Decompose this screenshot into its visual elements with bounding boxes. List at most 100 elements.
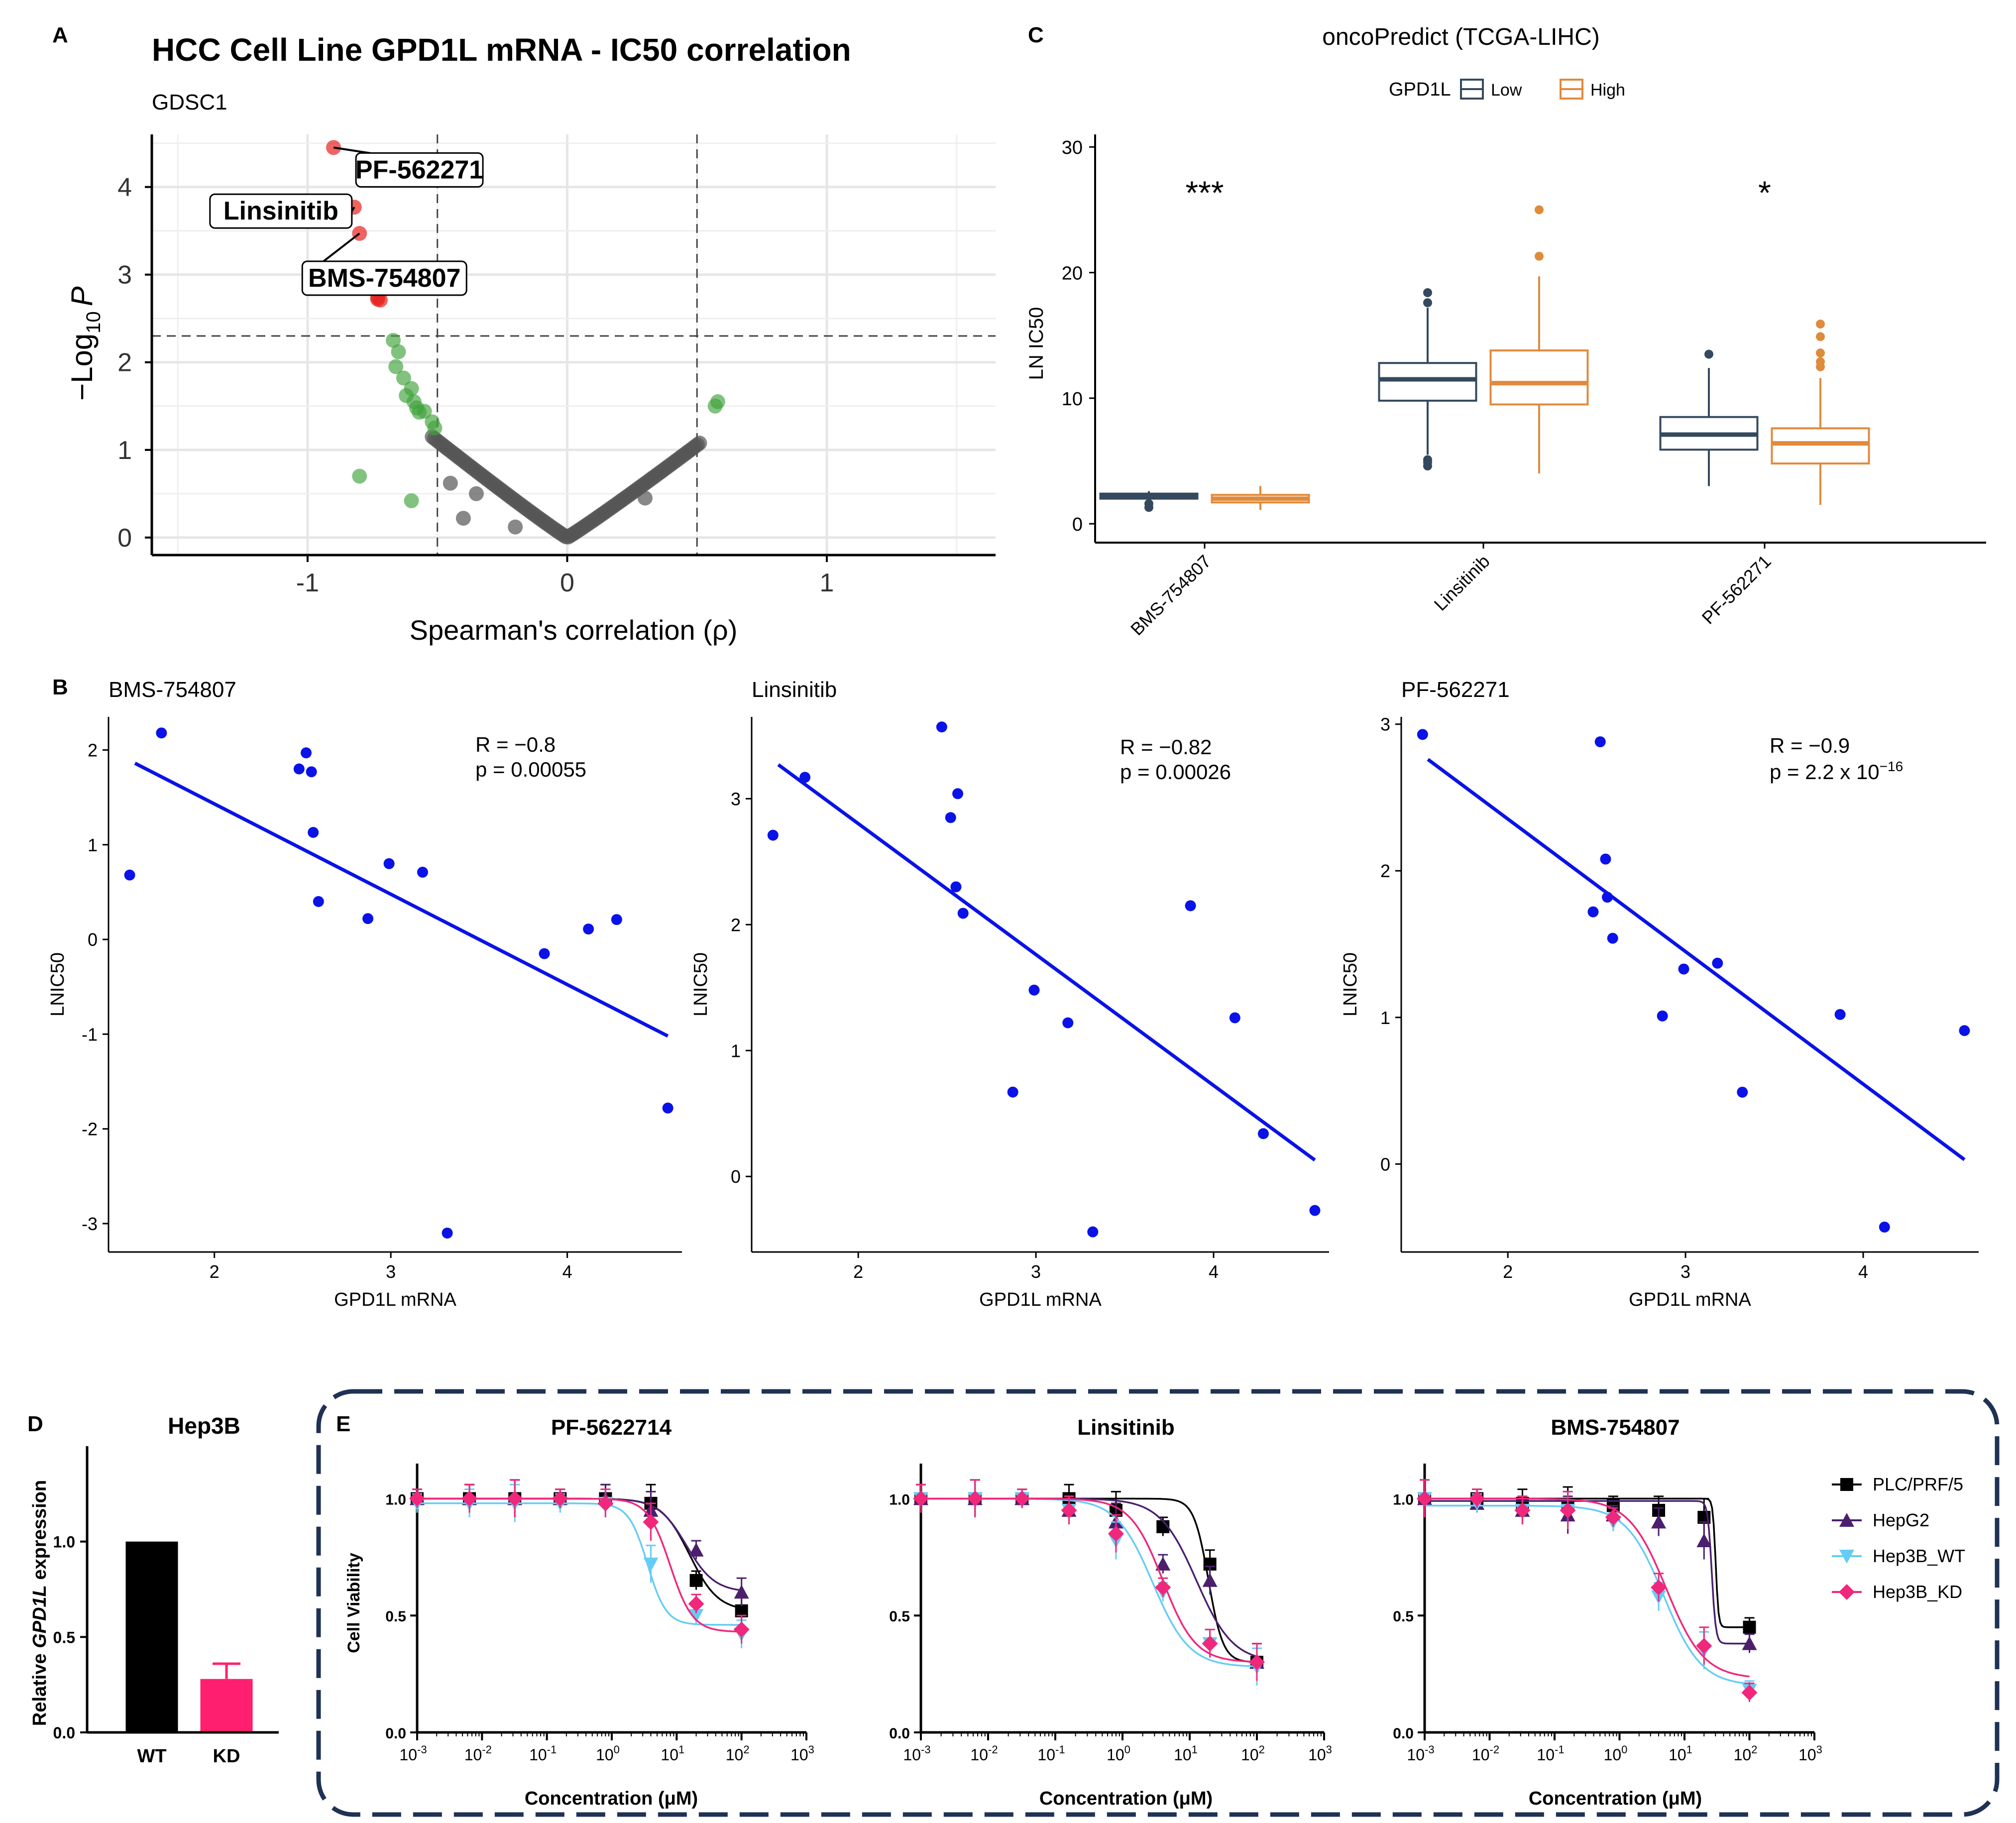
e-y-tick-label: 0.0 [1393, 1725, 1414, 1742]
e-data-marker [1014, 1490, 1030, 1507]
panel-b2-scatter: 2 3 4 0 1 2 3 GPD1L mRNA LNIC50 [690, 717, 1329, 1310]
b-point [300, 747, 312, 759]
b-point [1602, 892, 1613, 903]
b-y-tick-label: 3 [731, 789, 741, 809]
d-ylabel: Relative GPD1L expression [29, 1480, 50, 1726]
b-point [1309, 1205, 1321, 1216]
e-data-marker [643, 1514, 659, 1530]
b-point [611, 914, 622, 925]
e-data-marker [1742, 1636, 1757, 1650]
e-x-tick-label: 103 [1308, 1743, 1332, 1764]
c-legend-low: Low [1491, 81, 1522, 100]
a-label-box [209, 193, 353, 229]
a-x-tick-label: 0 [560, 569, 574, 597]
c-box [1771, 427, 1870, 465]
c-y-tick-label: 0 [1072, 514, 1083, 535]
e-x-tick-label: 100 [596, 1743, 620, 1764]
e-legend-hepg2: HepG2 [1873, 1510, 1929, 1530]
e-fit-curve [921, 1497, 1257, 1658]
c-ylabel: LN IC50 [1025, 307, 1047, 380]
b-point [1587, 906, 1599, 917]
panel-e3-dose-response: 0.00.51.010-3 10-2 10-1 100 101 102 103 [1393, 1464, 1822, 1764]
b-point [1229, 1012, 1240, 1024]
c-legend-key-high [1560, 79, 1583, 100]
a-ns-point [692, 436, 707, 451]
e-x-tick-label: 102 [1241, 1743, 1265, 1764]
c-outlier [1423, 288, 1432, 297]
b-point [662, 1102, 673, 1114]
b-y-tick-label: 1 [88, 835, 98, 855]
e-legend-marker [1839, 1513, 1854, 1527]
b-point [306, 766, 317, 778]
e-x-tick-label: 10-1 [1537, 1743, 1564, 1764]
b-point [957, 908, 969, 919]
b-point [1959, 1025, 1970, 1036]
b-point [1834, 1009, 1846, 1020]
b-x-tick-label: 3 [1031, 1261, 1041, 1282]
e-data-marker [1417, 1490, 1433, 1507]
a-ns-point [637, 490, 653, 506]
e-x-tick-label: 101 [661, 1743, 684, 1764]
d-bar [125, 1541, 178, 1732]
e-x-tick-label: 103 [1798, 1743, 1822, 1764]
b-y-tick-label: -2 [82, 1119, 98, 1139]
e-data-marker [1696, 1638, 1712, 1654]
b-point [945, 812, 956, 823]
b-point [1185, 900, 1196, 912]
e-legend-marker [1839, 1550, 1854, 1564]
a-x-tick-label: 1 [820, 569, 834, 597]
c-x-tick-label: BMS-754807 [1126, 551, 1215, 640]
a-ns-point [443, 475, 458, 491]
e-x-tick-exp: 0 [1124, 1743, 1130, 1756]
e-legend-marker [1839, 1584, 1855, 1600]
b-y-tick-label: 1 [731, 1040, 741, 1061]
b-fit-line [134, 762, 669, 1038]
e-data-marker [1514, 1502, 1531, 1518]
b-point [936, 721, 947, 733]
a-xlabel: Spearman's correlation (ρ) [410, 614, 738, 646]
b-point [1678, 963, 1689, 975]
e-x-tick-label: 102 [1734, 1743, 1758, 1764]
b-point [1007, 1086, 1018, 1098]
e-title-2: Linsitinib [1077, 1415, 1175, 1440]
b-fit-line [1427, 758, 1966, 1161]
b-x-tick-label: 4 [562, 1261, 572, 1282]
a-y-tick-label: 2 [117, 348, 132, 377]
a-sig-green-point [404, 493, 419, 508]
b-y-label: LNIC50 [690, 952, 711, 1017]
e-x-tick-exp: 3 [1326, 1743, 1332, 1756]
e-x-tick-label: 101 [1669, 1743, 1692, 1764]
c-box [1489, 349, 1589, 406]
b-y-tick-label: -3 [82, 1214, 98, 1234]
e-xlabel-1: Concentration (μM) [525, 1788, 698, 1809]
e-data-marker [1651, 1579, 1667, 1595]
e-x-tick-exp: 1 [678, 1743, 684, 1756]
e-data-marker [688, 1609, 704, 1623]
e-data-marker [967, 1490, 983, 1507]
a-label-box [355, 152, 484, 188]
c-legend-high: High [1590, 81, 1625, 100]
e-x-tick-label: 10-3 [1407, 1743, 1434, 1764]
e-x-tick-exp: 1 [1192, 1743, 1198, 1756]
a-label-text: BMS-754807 [308, 264, 460, 293]
e-y-tick-label: 0.0 [889, 1725, 910, 1742]
b3-stat-p-base: p = 2.2 x 10 [1770, 760, 1880, 784]
e-x-tick-exp: 2 [1751, 1743, 1757, 1756]
b-point [442, 1227, 453, 1239]
e-data-marker [461, 1490, 478, 1507]
d-y-tick-label: 0.5 [53, 1628, 75, 1646]
b-point [1737, 1086, 1748, 1098]
c-x-tick-label: Linsitinib [1430, 551, 1494, 615]
b-point [417, 867, 428, 878]
e-data-marker [913, 1490, 929, 1507]
b-fit-line [777, 763, 1316, 1162]
b-point [156, 727, 167, 739]
b-x-tick-label: 3 [386, 1261, 396, 1282]
e-x-tick-exp: 0 [614, 1743, 620, 1756]
e-x-tick-exp: 3 [1816, 1743, 1822, 1756]
b1-title: BMS-754807 [109, 678, 236, 702]
e-x-tick-exp: -2 [988, 1743, 998, 1756]
c-outlier [1535, 251, 1544, 261]
e-data-marker [1202, 1635, 1218, 1652]
